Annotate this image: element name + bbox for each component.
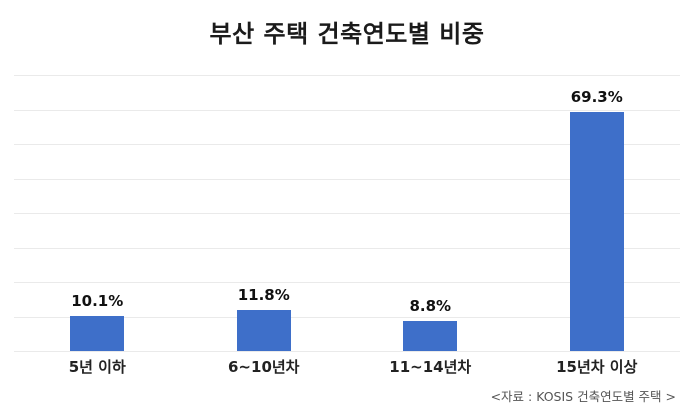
bar-column: 11.8% — [181, 75, 348, 351]
bar-column: 69.3% — [514, 75, 681, 351]
bar-value-label: 69.3% — [570, 88, 623, 106]
category-label: 6~10년차 — [228, 358, 300, 376]
category-axis: 5년 이하 6~10년차 11~14년차 15년차 이상 — [14, 356, 680, 380]
gridline — [14, 75, 680, 76]
gridline — [14, 247, 680, 249]
category-label: 15년차 이상 — [556, 358, 638, 376]
gridline — [14, 178, 680, 180]
page-title: 부산 주택 건축연도별 비중 — [209, 20, 485, 48]
bar-column: 8.8% — [347, 75, 514, 351]
chart-area: 10.1% 11.8% 8.8% 69.3% — [14, 75, 680, 352]
bar-value-label: 11.8% — [237, 286, 290, 304]
category-label: 11~14년차 — [389, 358, 472, 376]
gridline — [14, 316, 680, 318]
source-note: <자료 : KOSIS 건축연도별 주택 > — [490, 389, 676, 404]
bar-value-label: 8.8% — [409, 297, 452, 315]
bars-plot-area: 10.1% 11.8% 8.8% 69.3% — [14, 75, 680, 351]
gridline — [14, 351, 680, 352]
bar-column: 10.1% — [14, 75, 181, 351]
bar — [569, 112, 624, 351]
bar-value-label: 10.1% — [71, 292, 124, 310]
gridline — [14, 144, 680, 145]
bar — [70, 316, 125, 351]
bar — [236, 310, 291, 351]
gridline — [14, 282, 680, 283]
bar — [403, 321, 458, 351]
gridline — [14, 213, 680, 214]
gridline — [14, 109, 680, 111]
category-label: 5년 이하 — [68, 358, 126, 376]
